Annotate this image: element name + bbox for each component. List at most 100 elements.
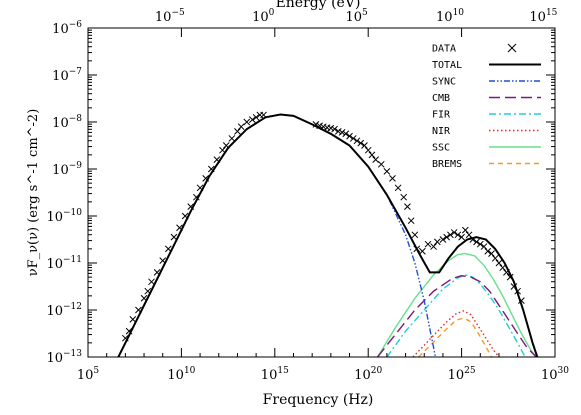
data-point bbox=[495, 259, 503, 267]
data-point bbox=[153, 269, 161, 276]
x-axis-label: Frequency (Hz) bbox=[263, 392, 374, 408]
data-point bbox=[342, 130, 350, 138]
series-ssc bbox=[376, 252, 537, 357]
top-tick-label: 1010 bbox=[436, 8, 464, 25]
top-tick-label: 100 bbox=[252, 8, 275, 25]
y-tick-label: 10−7 bbox=[52, 67, 82, 84]
data-point bbox=[349, 135, 357, 142]
data-point bbox=[219, 146, 226, 154]
series-total bbox=[117, 113, 539, 357]
data-point bbox=[404, 203, 411, 210]
data-point bbox=[192, 193, 200, 201]
y-tick-label: 10−8 bbox=[52, 114, 82, 131]
data-point bbox=[353, 137, 361, 145]
x-tick-label: 1015 bbox=[261, 366, 289, 383]
data-point bbox=[260, 111, 267, 119]
legend-item-brems: BREMS bbox=[432, 159, 541, 170]
data-point bbox=[159, 257, 167, 265]
data-point bbox=[181, 212, 189, 220]
data-point bbox=[207, 165, 215, 173]
data-point bbox=[213, 156, 221, 163]
x-tick-label: 1010 bbox=[167, 366, 195, 383]
data-point bbox=[346, 132, 353, 140]
data-point bbox=[372, 156, 380, 163]
data-point bbox=[202, 175, 210, 182]
data-point bbox=[465, 231, 473, 239]
y-tick-label: 10−9 bbox=[52, 161, 82, 178]
top-tick-label: 1015 bbox=[529, 8, 557, 25]
y-axis-label: νF_ν(ν) (erg s^-1 cm^-2) bbox=[26, 109, 41, 277]
data-point bbox=[411, 231, 419, 239]
data-point bbox=[135, 306, 142, 314]
data-point bbox=[243, 118, 251, 126]
data-point bbox=[430, 243, 437, 250]
data-point bbox=[140, 294, 148, 302]
data-point bbox=[484, 247, 492, 255]
series-sync bbox=[117, 113, 437, 357]
data-point bbox=[312, 120, 320, 128]
legend-marker bbox=[507, 43, 517, 53]
data-point bbox=[443, 233, 451, 241]
series-brems bbox=[418, 317, 493, 357]
data-point bbox=[518, 297, 525, 304]
data-point bbox=[237, 123, 245, 131]
top-tick-label: 105 bbox=[345, 8, 368, 25]
data-point bbox=[144, 287, 152, 295]
data-point bbox=[506, 273, 514, 281]
y-tick-label: 10−11 bbox=[46, 255, 82, 272]
data-point bbox=[510, 283, 518, 290]
data-point bbox=[377, 160, 385, 168]
data-point bbox=[433, 238, 441, 246]
data-point bbox=[187, 203, 195, 210]
data-point bbox=[129, 316, 137, 323]
data-point bbox=[458, 233, 465, 241]
data-point bbox=[364, 146, 372, 154]
x-tick-label: 105 bbox=[77, 366, 100, 383]
data-point bbox=[491, 254, 499, 262]
legend-item-fir: FIR bbox=[432, 110, 541, 121]
series-fir bbox=[386, 274, 526, 357]
y-tick-label: 10−6 bbox=[52, 20, 82, 37]
data-point bbox=[469, 236, 477, 243]
data-point bbox=[394, 184, 402, 192]
legend-item-sync: SYNC bbox=[432, 77, 541, 88]
data-point bbox=[439, 236, 447, 243]
legend-item-cmb: CMB bbox=[432, 93, 541, 104]
plot-frame bbox=[87, 27, 556, 358]
legend-item-ssc: SSC bbox=[432, 143, 541, 154]
legend-item-total: TOTAL bbox=[432, 60, 541, 71]
legend-item-nir: NIR bbox=[432, 126, 541, 137]
data-point bbox=[234, 128, 241, 135]
x-tick-label: 1025 bbox=[448, 366, 476, 383]
data-point bbox=[249, 116, 256, 124]
data-point bbox=[228, 135, 236, 142]
data-point bbox=[424, 240, 432, 248]
data-point bbox=[361, 142, 368, 149]
data-point bbox=[338, 128, 346, 136]
data-point bbox=[450, 229, 458, 236]
data-point bbox=[514, 287, 521, 295]
data-point bbox=[476, 240, 484, 248]
data-point bbox=[461, 226, 469, 234]
data-point bbox=[447, 231, 454, 239]
data-point bbox=[473, 238, 480, 246]
data-point bbox=[196, 184, 204, 192]
legend-label: NIR bbox=[432, 126, 451, 137]
top-tick-label: 10−5 bbox=[155, 8, 185, 25]
data-point bbox=[331, 125, 338, 133]
series-cmb bbox=[376, 274, 537, 357]
legend-item-data: DATA bbox=[432, 43, 517, 55]
data-point bbox=[499, 264, 507, 272]
data-point bbox=[368, 151, 376, 159]
y-tick-label: 10−12 bbox=[46, 302, 82, 319]
data-point bbox=[148, 278, 155, 286]
data-point bbox=[488, 250, 495, 257]
top-axis-label: Energy (eV) bbox=[276, 0, 361, 11]
data-point bbox=[419, 247, 426, 255]
axes: 105 1010 1015 1020 1025 1030 10−13 10−12 10−11 10… bbox=[46, 8, 569, 383]
data-point bbox=[383, 167, 391, 175]
data-point bbox=[252, 113, 260, 121]
series-nir bbox=[412, 310, 500, 357]
data-point bbox=[407, 217, 415, 225]
